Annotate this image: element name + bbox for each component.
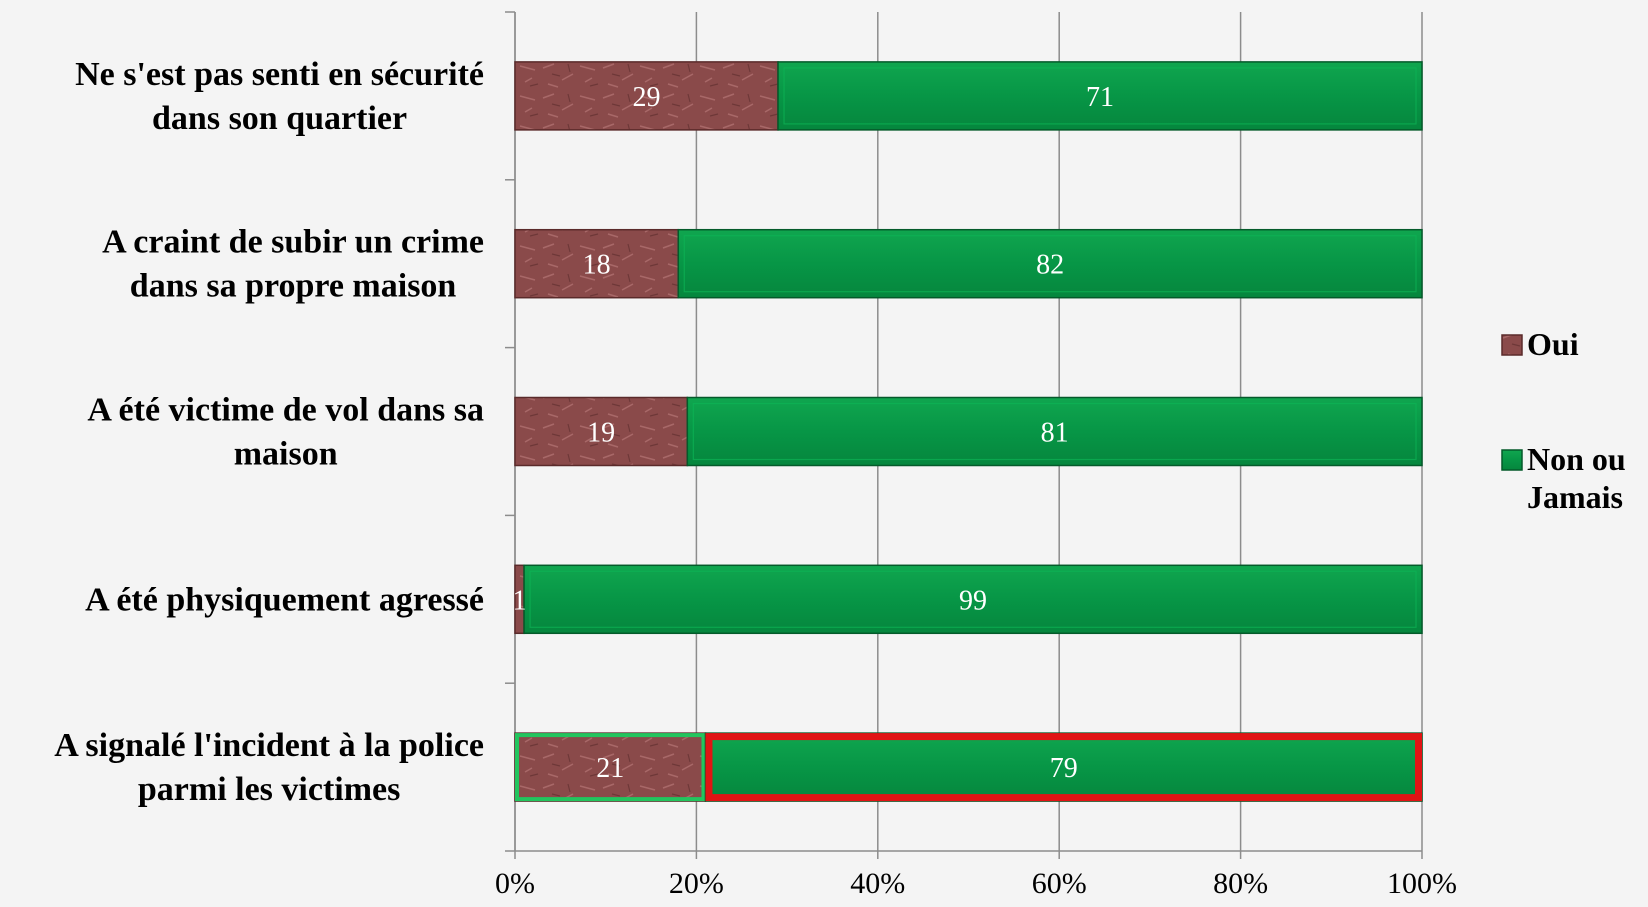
data-label: 81 bbox=[1041, 418, 1069, 449]
x-tick-label: 80% bbox=[1213, 867, 1268, 900]
bar-inner-bevel bbox=[783, 67, 1417, 125]
data-label: 1 bbox=[513, 585, 527, 616]
data-label: 99 bbox=[959, 585, 987, 616]
category-label: Ne s'est pas senti en sécurité dans son q… bbox=[75, 56, 484, 137]
bar-segment bbox=[523, 564, 1423, 635]
x-tick-label: 0% bbox=[495, 867, 535, 900]
legend-label: Oui bbox=[1527, 326, 1579, 362]
x-tick-label: 40% bbox=[850, 867, 905, 900]
category-label: A été physiquement agressé bbox=[85, 581, 484, 618]
x-tick-label: 60% bbox=[1032, 867, 1087, 900]
bar-segment bbox=[514, 61, 779, 131]
highlight-frame bbox=[705, 733, 1422, 802]
bar-segment bbox=[686, 396, 1423, 467]
data-label: 82 bbox=[1036, 250, 1064, 281]
bar-segment bbox=[514, 732, 707, 802]
legend-swatch bbox=[1501, 334, 1523, 356]
data-label: 79 bbox=[1050, 753, 1078, 784]
legend-label: Non ou Jamais bbox=[1527, 441, 1626, 515]
bar-segment bbox=[777, 61, 1423, 131]
bar-inner-bevel bbox=[683, 235, 1417, 293]
data-label: 21 bbox=[596, 753, 624, 784]
data-label: 71 bbox=[1086, 82, 1114, 113]
data-label: 29 bbox=[633, 82, 661, 113]
bar-inner-bevel bbox=[529, 570, 1417, 628]
bar-segment bbox=[514, 396, 689, 467]
x-tick-label: 100% bbox=[1387, 867, 1457, 900]
bar-inner-bevel bbox=[692, 402, 1417, 461]
x-tick-label: 20% bbox=[669, 867, 724, 900]
category-label: A signalé l'incident à la police parmi le… bbox=[54, 727, 484, 808]
bar-segment bbox=[677, 228, 1423, 299]
highlight-frame bbox=[515, 733, 706, 802]
bar-segment bbox=[704, 732, 1423, 802]
data-label: 19 bbox=[587, 418, 615, 449]
category-label: A été victime de vol dans sa maison bbox=[87, 392, 484, 473]
data-label: 18 bbox=[583, 250, 611, 281]
category-label: A craint de subir un crime dans sa propre… bbox=[102, 224, 484, 305]
legend-swatch bbox=[1501, 449, 1523, 471]
